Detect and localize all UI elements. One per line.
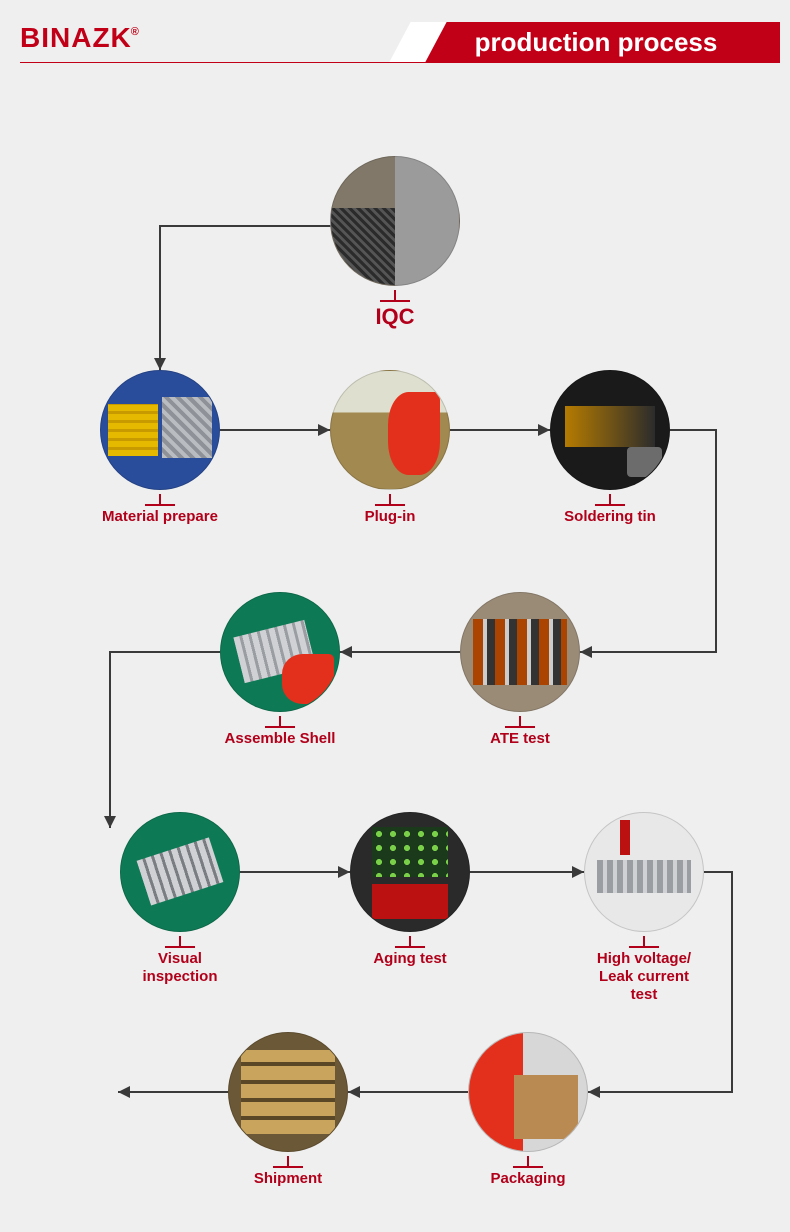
pedestal bbox=[629, 936, 659, 948]
pedestal bbox=[375, 494, 405, 506]
step-image-plugin bbox=[330, 370, 450, 490]
step-image-material bbox=[100, 370, 220, 490]
step-iqc: IQC bbox=[330, 156, 460, 330]
step-image-hv bbox=[584, 812, 704, 932]
step-image-ate bbox=[460, 592, 580, 712]
step-soldering-tin: Soldering tin bbox=[550, 370, 670, 526]
step-label: Visual inspection bbox=[120, 950, 240, 986]
step-image-packaging bbox=[468, 1032, 588, 1152]
pedestal bbox=[505, 716, 535, 728]
step-label: ATE test bbox=[460, 730, 580, 748]
pedestal bbox=[145, 494, 175, 506]
step-label: Assemble Shell bbox=[220, 730, 340, 748]
step-label: High voltage/ Leak current test bbox=[584, 950, 704, 1004]
step-label: Material prepare bbox=[100, 508, 220, 526]
header-title-bar: production process bbox=[418, 22, 780, 62]
step-aging-test: Aging test bbox=[350, 812, 470, 968]
brand-logo: BINAZK® bbox=[20, 22, 141, 54]
header-underline bbox=[20, 62, 780, 63]
step-label: Packaging bbox=[468, 1170, 588, 1188]
step-image-solder bbox=[550, 370, 670, 490]
step-label: Aging test bbox=[350, 950, 470, 968]
step-label: Shipment bbox=[228, 1170, 348, 1188]
step-plugin: Plug-in bbox=[330, 370, 450, 526]
header: BINAZK® production process bbox=[0, 0, 790, 76]
pedestal bbox=[265, 716, 295, 728]
step-high-voltage-test: High voltage/ Leak current test bbox=[584, 812, 704, 1004]
step-visual-inspection: Visual inspection bbox=[120, 812, 240, 986]
step-material-prepare: Material prepare bbox=[100, 370, 220, 526]
step-shipment: Shipment bbox=[228, 1032, 348, 1188]
pedestal bbox=[513, 1156, 543, 1168]
step-label: Soldering tin bbox=[550, 508, 670, 526]
step-assemble-shell: Assemble Shell bbox=[220, 592, 340, 748]
pedestal bbox=[165, 936, 195, 948]
step-packaging: Packaging bbox=[468, 1032, 588, 1188]
pedestal bbox=[380, 290, 410, 302]
brand-name: BINAZK bbox=[20, 22, 132, 53]
step-image-iqc bbox=[330, 156, 460, 286]
pedestal bbox=[395, 936, 425, 948]
step-image-aging bbox=[350, 812, 470, 932]
step-label: IQC bbox=[330, 304, 460, 330]
pedestal bbox=[595, 494, 625, 506]
step-ate-test: ATE test bbox=[460, 592, 580, 748]
step-label: Plug-in bbox=[330, 508, 450, 526]
step-image-visual bbox=[120, 812, 240, 932]
header-title: production process bbox=[418, 22, 780, 62]
registered-mark: ® bbox=[131, 26, 140, 38]
pedestal bbox=[273, 1156, 303, 1168]
step-image-assemble bbox=[220, 592, 340, 712]
step-image-shipment bbox=[228, 1032, 348, 1152]
